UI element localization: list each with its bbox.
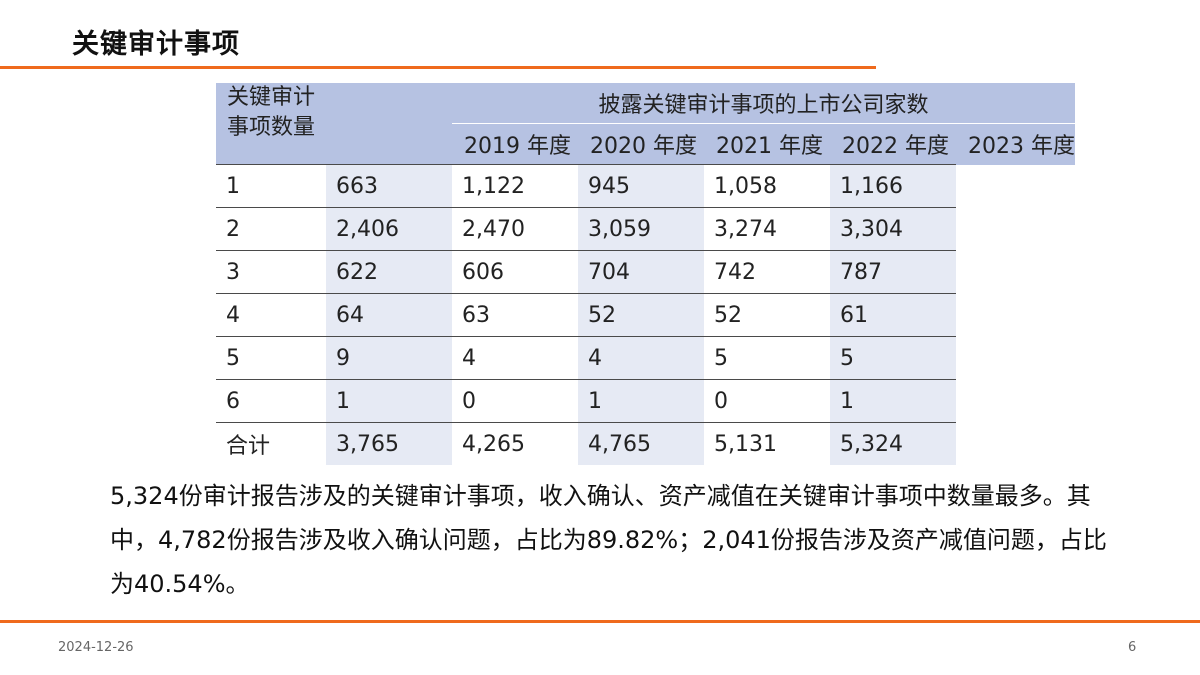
row-label: 6	[216, 379, 326, 423]
table-cell: 64	[326, 293, 452, 337]
top-divider	[0, 66, 876, 69]
column-header: 2019 年度	[452, 123, 578, 165]
table-cell: 0	[452, 379, 578, 423]
row-header-cell: 关键审计 事项数量	[216, 83, 326, 165]
table-cell: 1	[578, 379, 704, 423]
table-cell: 1	[326, 379, 452, 423]
table-cell: 606	[452, 250, 578, 294]
bottom-divider	[0, 620, 1200, 623]
table-cell: 61	[830, 293, 956, 337]
column-header: 2020 年度	[578, 123, 704, 165]
table-cell: 1,166	[830, 164, 956, 208]
row-label: 合计	[216, 422, 326, 465]
table-row: 3 622 606 704 742 787	[216, 250, 1075, 294]
row-label: 3	[216, 250, 326, 294]
table-cell: 2,470	[452, 207, 578, 251]
table-cell: 3,274	[704, 207, 830, 251]
page-number: 6	[1128, 640, 1137, 655]
table-row: 4 64 63 52 52 61	[216, 293, 1075, 337]
table-cell: 4	[452, 336, 578, 380]
column-header: 2022 年度	[830, 123, 956, 165]
row-header-label: 关键审计 事项数量	[226, 85, 315, 140]
column-header: 2021 年度	[704, 123, 830, 165]
column-header: 2023 年度	[956, 123, 1075, 165]
table-cell: 1	[830, 379, 956, 423]
table-cell: 4	[578, 336, 704, 380]
table-cell: 5,131	[704, 422, 830, 465]
table-cell: 5,324	[830, 422, 956, 465]
table-cell: 9	[326, 336, 452, 380]
row-label: 2	[216, 207, 326, 251]
table-row: 1 663 1,122 945 1,058 1,166	[216, 164, 1075, 208]
table-cell: 3,059	[578, 207, 704, 251]
row-label: 5	[216, 336, 326, 380]
table-cell: 1,058	[704, 164, 830, 208]
table-cell: 4,765	[578, 422, 704, 465]
table-cell: 63	[452, 293, 578, 337]
table-row: 2 2,406 2,470 3,059 3,274 3,304	[216, 207, 1075, 251]
summary-paragraph: 5,324份审计报告涉及的关键审计事项，收入确认、资产减值在关键审计事项中数量最…	[110, 482, 1107, 598]
key-audit-matters-table: 关键审计 事项数量 披露关键审计事项的上市公司家数 2019 年度 2020 年…	[216, 83, 1075, 465]
table-cell: 4,265	[452, 422, 578, 465]
row-label: 1	[216, 164, 326, 208]
group-header: 披露关键审计事项的上市公司家数	[452, 83, 1075, 124]
table-cell: 742	[704, 250, 830, 294]
table-cell: 787	[830, 250, 956, 294]
table-cell: 1,122	[452, 164, 578, 208]
column-separator-bar	[326, 83, 452, 165]
table-cell: 52	[704, 293, 830, 337]
row-label: 4	[216, 293, 326, 337]
table-cell: 5	[830, 336, 956, 380]
table-cell: 945	[578, 164, 704, 208]
table-row: 合计 3,765 4,265 4,765 5,131 5,324	[216, 422, 1075, 465]
table-cell: 704	[578, 250, 704, 294]
table-cell: 5	[704, 336, 830, 380]
table-cell: 0	[704, 379, 830, 423]
table-cell: 663	[326, 164, 452, 208]
slide-title: 关键审计事项	[72, 29, 240, 60]
table-cell: 3,304	[830, 207, 956, 251]
table-cell: 3,765	[326, 422, 452, 465]
table-cell: 52	[578, 293, 704, 337]
table-cell: 2,406	[326, 207, 452, 251]
footer-date: 2024-12-26	[58, 640, 134, 655]
table-cell: 622	[326, 250, 452, 294]
